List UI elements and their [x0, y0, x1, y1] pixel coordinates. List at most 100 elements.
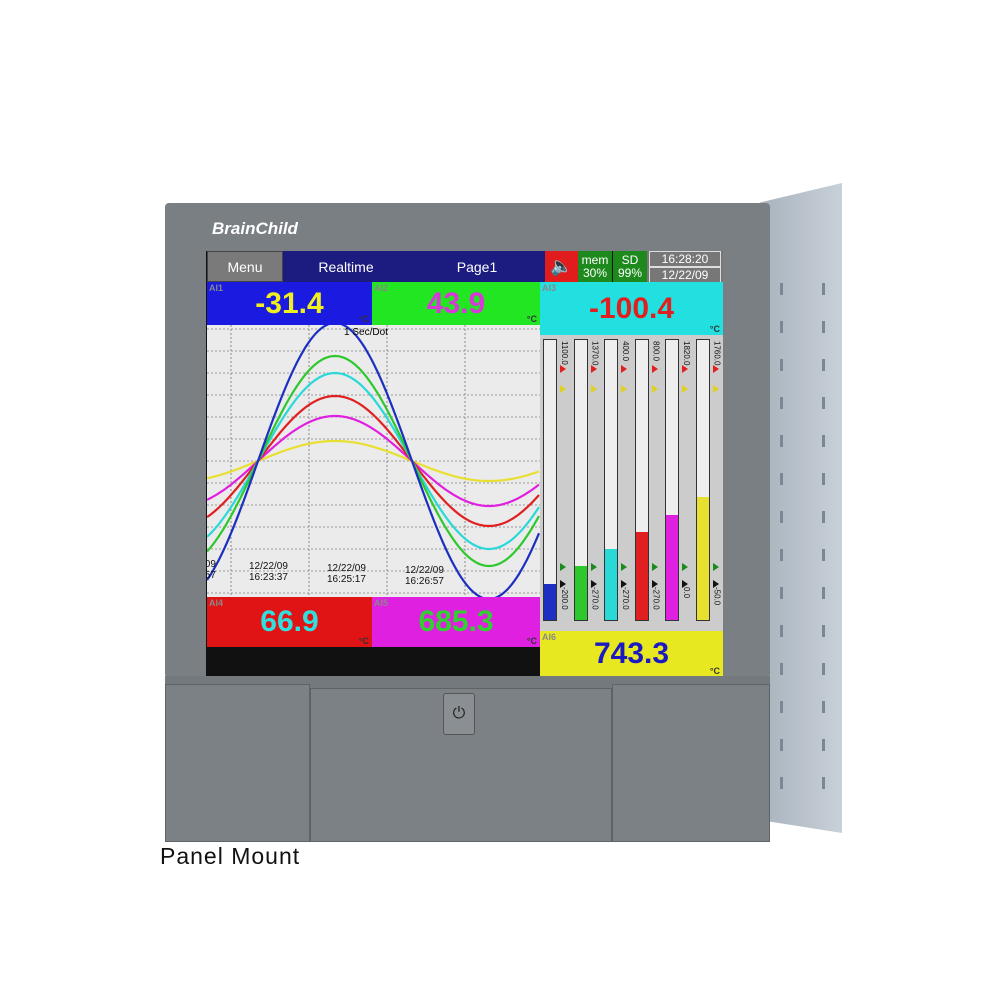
timestamp-label: 12/22/09 16:26:57	[405, 565, 444, 587]
unit: °C	[709, 666, 720, 676]
unit: °C	[358, 636, 369, 646]
vent-slot	[780, 321, 783, 333]
unit: °C	[358, 314, 369, 324]
vent-slot	[780, 359, 783, 371]
alarm-marker-icon	[621, 365, 627, 373]
page-label[interactable]: Page1	[456, 258, 498, 275]
left-panel	[165, 684, 310, 842]
alarm-marker-icon	[682, 365, 688, 373]
bar-ai5	[665, 339, 679, 621]
vent-slot	[780, 625, 783, 637]
scale-max: 1820.0	[682, 341, 691, 366]
vent-slot	[780, 587, 783, 599]
alarm-marker-icon	[712, 563, 719, 571]
vent-slot	[822, 321, 825, 333]
bar-graph-panel: 1100.0 -200.0 1370.0 -270.0 400.0 -270.0 800.0…	[540, 335, 723, 631]
scale-max: 1760.0	[712, 341, 722, 366]
timestamp-label: 12/22/09 16:25:17	[327, 563, 366, 585]
vent-slot	[822, 701, 825, 713]
alarm-marker-icon	[590, 563, 597, 571]
alarm-marker-icon	[560, 385, 566, 393]
channel-value-ai4: AI4 66.9 °C	[207, 597, 372, 647]
power-icon[interactable]: ⏻	[443, 693, 475, 735]
right-panel	[612, 684, 770, 842]
vent-slot	[822, 283, 825, 295]
alarm-marker-icon	[682, 385, 688, 393]
value: -100.4	[588, 291, 675, 325]
bar-fill	[696, 497, 709, 620]
bar-ai4	[634, 339, 649, 621]
channel-tag: AI2	[374, 283, 389, 293]
caption: Panel Mount	[160, 843, 301, 869]
memory-status: mem 30%	[578, 251, 612, 282]
bar-ai2	[573, 339, 588, 621]
vent-slot	[822, 663, 825, 675]
menu-button[interactable]: Menu	[207, 251, 283, 282]
alarm-marker-icon	[712, 365, 719, 373]
channel-value-ai3: AI3 -100.4 °C	[540, 282, 723, 335]
scale-max: 800.0	[651, 341, 661, 362]
vent-slot	[822, 359, 825, 371]
device-side-panel	[760, 183, 842, 833]
alarm-marker-icon	[651, 580, 658, 588]
alarm-marker-icon	[590, 580, 597, 588]
sample-rate-label: 1 Sec/Dot	[344, 327, 388, 338]
scale-min: -270.0	[651, 587, 661, 610]
channel-tag: AI1	[209, 283, 224, 293]
vent-slot	[780, 397, 783, 409]
channel-tag: AI4	[209, 598, 224, 608]
vent-slot	[780, 283, 783, 295]
alarm-marker-icon	[560, 365, 566, 373]
value: 43.9	[426, 286, 486, 320]
scale-min: -270.0	[590, 587, 600, 610]
alarm-marker-icon	[651, 365, 658, 373]
scale-max: 1100.0	[560, 341, 569, 365]
alarm-marker-icon	[621, 563, 627, 571]
vent-slot	[822, 473, 825, 485]
alarm-marker-icon	[682, 563, 688, 571]
timestamp-label: 12/22/09 16:23:37	[249, 561, 288, 583]
channel-value-ai2: AI2 43.9 °C	[372, 282, 540, 325]
vent-slot	[822, 435, 825, 447]
vent-slot	[780, 739, 783, 751]
clock: 16:28:20 12/22/09	[647, 251, 723, 283]
bar-fill	[635, 531, 648, 620]
vent-slot	[822, 777, 825, 789]
scale-min: 0.0	[682, 587, 691, 599]
scale-min: -200.0	[560, 587, 569, 610]
vent-slot	[822, 739, 825, 751]
unit: °C	[709, 324, 720, 334]
bar-ai6	[695, 339, 710, 621]
vent-slot	[822, 549, 825, 561]
trend-line-ai1	[207, 325, 540, 597]
bar-ai3	[604, 339, 618, 621]
scale-min: -50.0	[712, 587, 722, 606]
alarm-marker-icon	[682, 580, 688, 588]
alarm-marker-icon	[590, 365, 597, 373]
channel-value-ai6: AI6 743.3 °C	[540, 631, 723, 677]
alarm-marker-icon	[651, 563, 658, 571]
sd-status: SD 99%	[613, 251, 647, 282]
bar-ai1	[543, 339, 557, 621]
channel-value-ai1: AI1 -31.4 °C	[207, 282, 372, 325]
vent-slot	[822, 625, 825, 637]
vent-slot	[822, 587, 825, 599]
vent-slot	[780, 777, 783, 789]
scale-max: 400.0	[621, 341, 630, 362]
vent-slot	[822, 511, 825, 523]
value: 743.3	[593, 637, 670, 670]
speaker-icon[interactable]: 🔈	[545, 251, 578, 282]
alarm-marker-icon	[560, 563, 566, 571]
channel-tag: AI3	[542, 283, 557, 293]
vent-slot	[780, 473, 783, 485]
bar-fill	[666, 514, 678, 620]
scale-min: -270.0	[621, 587, 630, 610]
brand-logo: BrainChild	[212, 219, 298, 238]
unit: °C	[526, 636, 537, 646]
vent-slot	[780, 511, 783, 523]
vent-slot	[780, 701, 783, 713]
alarm-marker-icon	[560, 580, 566, 588]
alarm-marker-icon	[651, 385, 658, 393]
